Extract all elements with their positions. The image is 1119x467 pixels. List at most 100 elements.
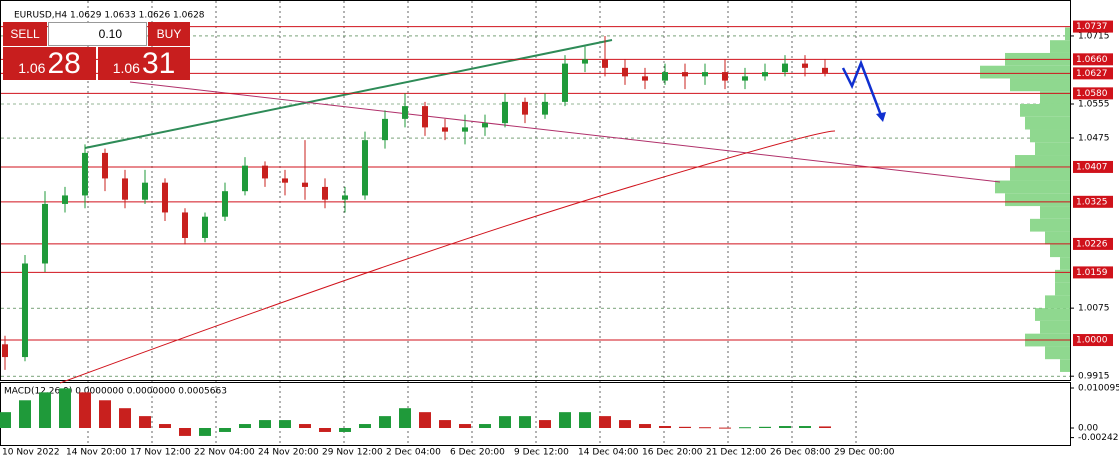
macd-bar	[319, 428, 331, 432]
channel-line	[129, 81, 1001, 183]
profile-bar	[1010, 167, 1070, 181]
macd-bar	[339, 428, 351, 432]
candle-body	[362, 140, 368, 196]
candle-body	[442, 127, 448, 132]
macd-bar	[39, 392, 51, 429]
candle-body	[102, 152, 108, 179]
macd-bar	[479, 424, 491, 429]
candle-body	[782, 63, 788, 73]
profile-bar	[1050, 40, 1070, 53]
macd-bar	[599, 416, 611, 429]
macd-bar	[399, 408, 411, 429]
candle-body	[562, 63, 568, 102]
candle-body	[822, 67, 828, 73]
profile-bar	[1030, 218, 1070, 232]
macd-bar	[19, 400, 31, 429]
candle-body	[602, 59, 608, 68]
sell-button[interactable]: SELL	[3, 22, 47, 46]
ask-big: 31	[141, 47, 176, 80]
macd-bar	[79, 392, 91, 429]
candle-body	[222, 191, 228, 217]
candle-body	[302, 182, 308, 187]
x-tick-label: 21 Dec 12:00	[706, 448, 767, 458]
macd-tick-label: -0.00242	[1078, 433, 1118, 443]
x-tick-label: 29 Dec 00:00	[834, 448, 895, 458]
macd-bar	[239, 424, 251, 429]
candle-body	[582, 59, 588, 64]
candle-body	[622, 67, 628, 77]
profile-bar	[1025, 116, 1070, 130]
macd-bar	[799, 426, 811, 429]
profile-bar	[1005, 193, 1070, 207]
x-tick-label: 10 Nov 2022	[2, 448, 60, 458]
macd-bar	[379, 416, 391, 429]
macd-tick-label: 0.00	[1078, 424, 1098, 434]
level-label: 1.0580	[1076, 89, 1108, 99]
macd-bar	[359, 424, 371, 429]
profile-bar	[1035, 142, 1070, 156]
profile-bar	[1020, 103, 1070, 117]
level-label: 1.0737	[1076, 22, 1108, 32]
ask-price[interactable]: 1.06 31	[98, 47, 190, 80]
macd-bar	[159, 424, 171, 429]
level-label: 1.0226	[1076, 239, 1108, 249]
trend-line	[84, 39, 613, 149]
candle-body	[522, 101, 528, 115]
level-box	[1073, 87, 1113, 100]
candle-body	[682, 72, 688, 77]
profile-bar	[980, 65, 1070, 79]
level-box	[1073, 53, 1113, 66]
x-tick-label: 2 Dec 04:00	[386, 448, 441, 458]
x-tick-label: 22 Nov 04:00	[194, 448, 255, 458]
bid-big: 28	[47, 47, 81, 80]
x-tick-label: 24 Nov 20:00	[258, 448, 319, 458]
level-box	[1073, 334, 1113, 347]
level-label: 1.0325	[1076, 197, 1108, 207]
profile-bar	[1045, 346, 1070, 360]
candle-body	[242, 165, 248, 192]
candle-body	[62, 195, 68, 204]
profile-bar	[1040, 320, 1070, 334]
macd-bar	[499, 416, 511, 429]
macd-bar	[0, 412, 11, 429]
macd-bar	[419, 412, 431, 429]
chart-title: EURUSD,H4 1.0629 1.0633 1.0626 1.0628	[14, 11, 205, 21]
y-tick-label: 0.9915	[1078, 372, 1110, 382]
profile-bar	[1060, 359, 1070, 372]
profile-bar	[1040, 91, 1070, 104]
profile-bar	[1055, 282, 1070, 296]
lot-input[interactable]: 0.10	[48, 22, 147, 46]
candle-body	[122, 178, 128, 200]
profile-bar	[1045, 231, 1070, 245]
x-tick-label: 17 Nov 12:00	[130, 448, 191, 458]
candle-body	[542, 101, 548, 115]
macd-bar	[459, 424, 471, 429]
macd-bar	[119, 408, 131, 429]
macd-bar	[579, 412, 591, 429]
candle-body	[402, 106, 408, 119]
candle-body	[462, 127, 468, 132]
macd-bar	[719, 427, 731, 429]
macd-bar	[539, 420, 551, 429]
buy-button[interactable]: BUY	[148, 22, 190, 46]
level-label: 1.0159	[1076, 268, 1108, 278]
candle-body	[162, 182, 168, 213]
macd-label: MACD(12,26,9) 0.0000000 0.0000000 0.0005…	[4, 387, 227, 397]
level-box	[1073, 160, 1113, 173]
ask-small: 1.06	[112, 60, 140, 76]
level-box	[1073, 67, 1113, 80]
y-tick-label: 1.0475	[1078, 134, 1110, 144]
macd-bar	[819, 426, 831, 429]
profile-bar	[1015, 155, 1070, 168]
bid-price[interactable]: 1.06 28	[3, 47, 96, 80]
macd-bar	[59, 388, 71, 429]
candle-body	[742, 76, 748, 81]
x-tick-label: 9 Dec 12:00	[514, 448, 569, 458]
candle-body	[142, 182, 148, 200]
candle-body	[662, 72, 668, 81]
candle-body	[182, 212, 188, 238]
candle-body	[342, 195, 348, 200]
y-tick-label: 1.0715	[1078, 31, 1110, 41]
